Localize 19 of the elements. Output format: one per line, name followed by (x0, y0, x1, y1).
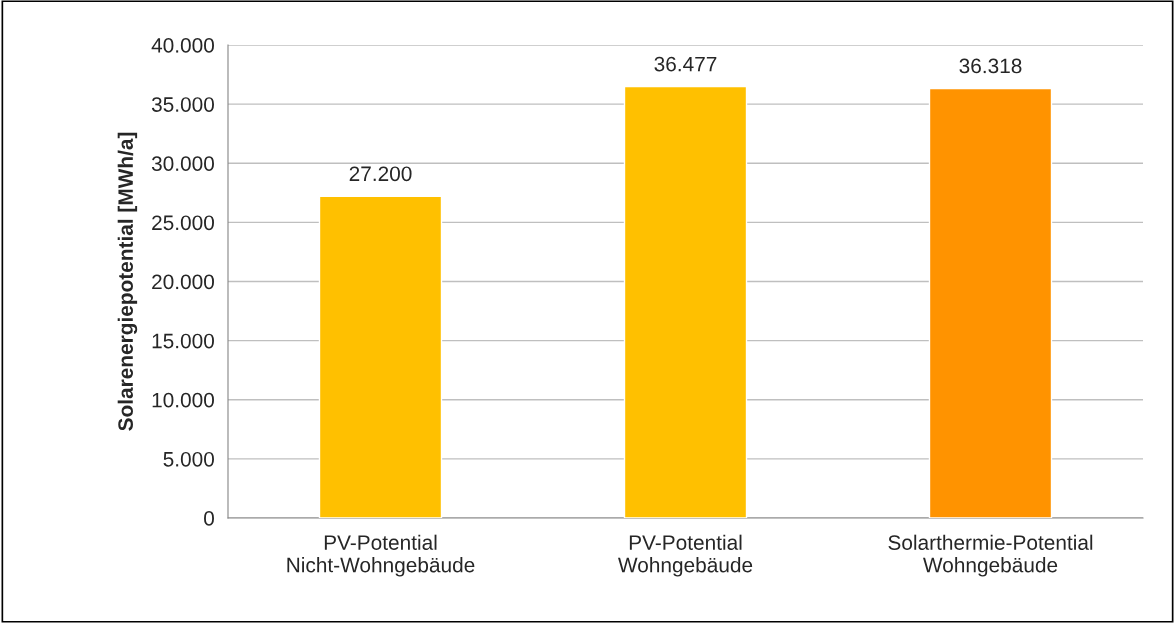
y-tick-label: 35.000 (151, 97, 214, 112)
x-tick-label: PV-Potential Wohngebäude (618, 534, 753, 577)
y-tick-label: 20.000 (152, 274, 214, 290)
bar (623, 85, 748, 518)
y-tick-label: 40.000 (151, 38, 214, 53)
y-tick-label: 25.000 (152, 215, 214, 231)
y-tick-label: 5.000 (163, 451, 214, 467)
y-tick-label: 0 (204, 511, 214, 526)
y-tick-label: 10.000 (152, 392, 214, 408)
x-tick-label: PV-Potential Nicht-Wohngebäude (287, 534, 475, 577)
data-label: 27.200 (349, 166, 412, 182)
x-tick-label: Solarthermie-Potential Wohngebäude (888, 534, 1093, 577)
y-axis-title: Solarenergiepotential [MWh/a] (117, 132, 138, 431)
bar (318, 195, 443, 518)
y-tick-label: 30.000 (151, 156, 214, 171)
y-tick-label: 15.000 (152, 333, 214, 349)
data-label: 36.477 (654, 56, 717, 72)
data-label: 36.318 (959, 58, 1022, 74)
bar (928, 87, 1053, 518)
